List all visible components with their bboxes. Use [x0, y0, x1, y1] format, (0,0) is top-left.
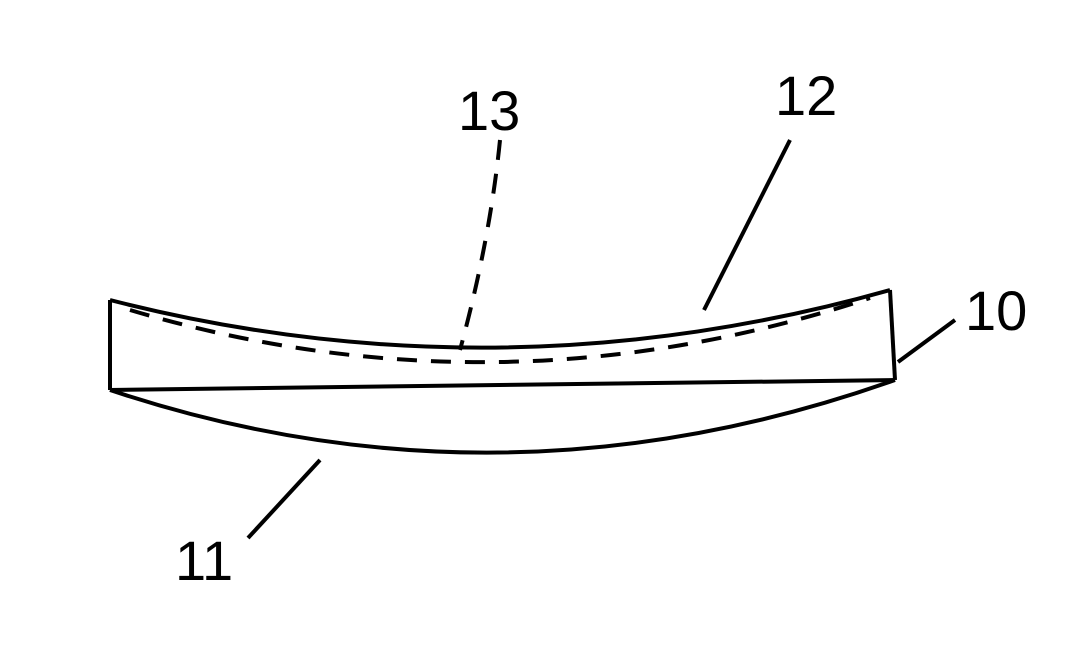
leader-10 — [898, 320, 955, 362]
inner-dashed-curve — [130, 298, 870, 362]
leader-13 — [460, 140, 500, 350]
label-12: 12 — [775, 64, 837, 127]
bottom-edge-curve — [110, 380, 895, 453]
leader-12 — [704, 140, 790, 310]
lens-diagram: 10 11 12 13 — [0, 0, 1089, 658]
label-10: 10 — [965, 279, 1027, 342]
right-side-edge — [890, 290, 895, 380]
label-11: 11 — [175, 529, 233, 592]
leader-11 — [248, 460, 320, 538]
mid-line — [110, 380, 895, 390]
label-13: 13 — [458, 79, 520, 142]
top-edge-curve — [110, 290, 890, 348]
